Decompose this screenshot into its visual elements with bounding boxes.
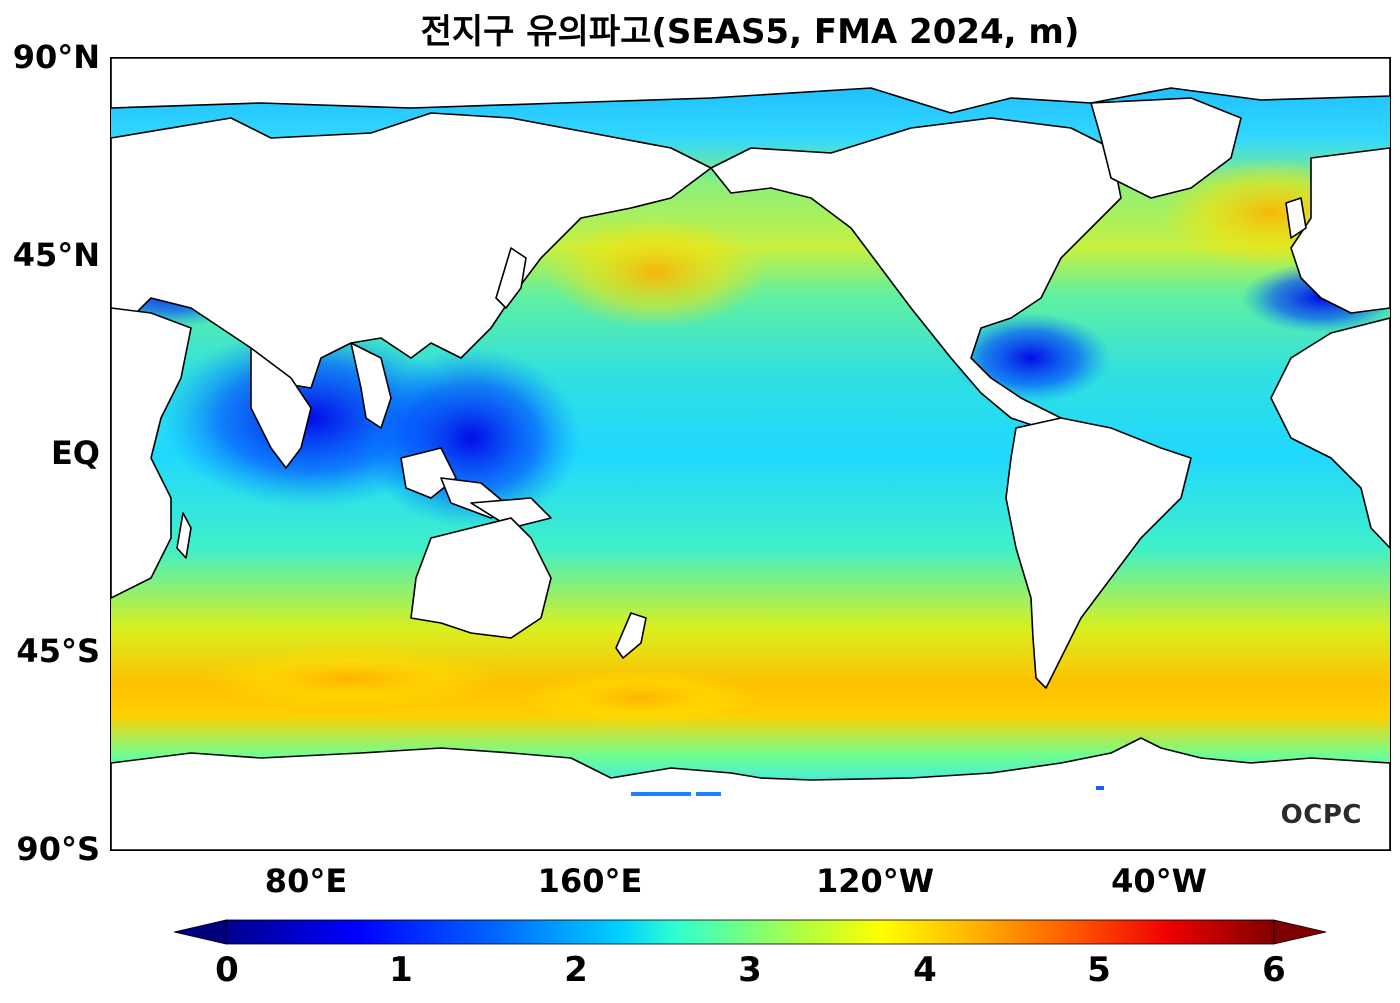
colorbar-gradient (225, 919, 1275, 945)
japan (495, 247, 527, 309)
lon-label-120w: 120°W (815, 862, 935, 900)
north-pacific-high-waves (546, 218, 766, 328)
colorbar-min-extend (174, 919, 227, 945)
madagascar (176, 512, 192, 559)
ocpc-watermark: OCPC (1280, 800, 1362, 830)
ross-sea-ice-strips (631, 786, 1104, 796)
north-america (710, 117, 1122, 429)
africa-west (1270, 317, 1390, 549)
lat-label-45s: 45°S (16, 632, 100, 670)
new-guinea (470, 497, 552, 529)
land-masses (111, 58, 1390, 850)
wave-height-map: OCPC (110, 57, 1391, 851)
greenland (1090, 97, 1242, 199)
lat-label-90n: 90°N (12, 38, 100, 76)
indian-subcontinent (250, 347, 312, 469)
colorbar (174, 919, 1326, 945)
lat-label-45n: 45°N (12, 236, 100, 274)
australia (410, 517, 552, 639)
southern-ocean-high-waves-1 (201, 648, 501, 708)
antarctica (111, 737, 1390, 850)
arctic-land (111, 58, 1390, 114)
colorbar-tick: 5 (1087, 950, 1111, 990)
indochina (350, 342, 392, 429)
british-isles (1285, 197, 1307, 239)
lat-label-90s: 90°S (16, 830, 100, 868)
lat-label-eq: EQ (50, 434, 100, 472)
africa-east (111, 307, 192, 599)
new-zealand (615, 612, 647, 659)
eurasia (111, 112, 712, 389)
map-title: 전지구 유의파고(SEAS5, FMA 2024, m) (420, 12, 1080, 52)
colorbar-tick: 1 (389, 950, 413, 990)
colorbar-tick: 0 (215, 950, 239, 990)
colorbar-tick: 2 (564, 950, 588, 990)
lon-label-80e: 80°E (264, 862, 348, 900)
colorbar-max-extend (1273, 919, 1326, 945)
borneo (400, 447, 457, 499)
colorbar-tick: 3 (738, 950, 762, 990)
south-america (1005, 417, 1192, 689)
southern-ocean-high-waves-2 (521, 670, 761, 726)
colorbar-tick: 6 (1262, 950, 1286, 990)
map-svg (111, 58, 1390, 850)
lon-label-40w: 40°W (1111, 862, 1207, 900)
colorbar-tick: 4 (913, 950, 937, 990)
lon-label-160e: 160°E (537, 862, 643, 900)
